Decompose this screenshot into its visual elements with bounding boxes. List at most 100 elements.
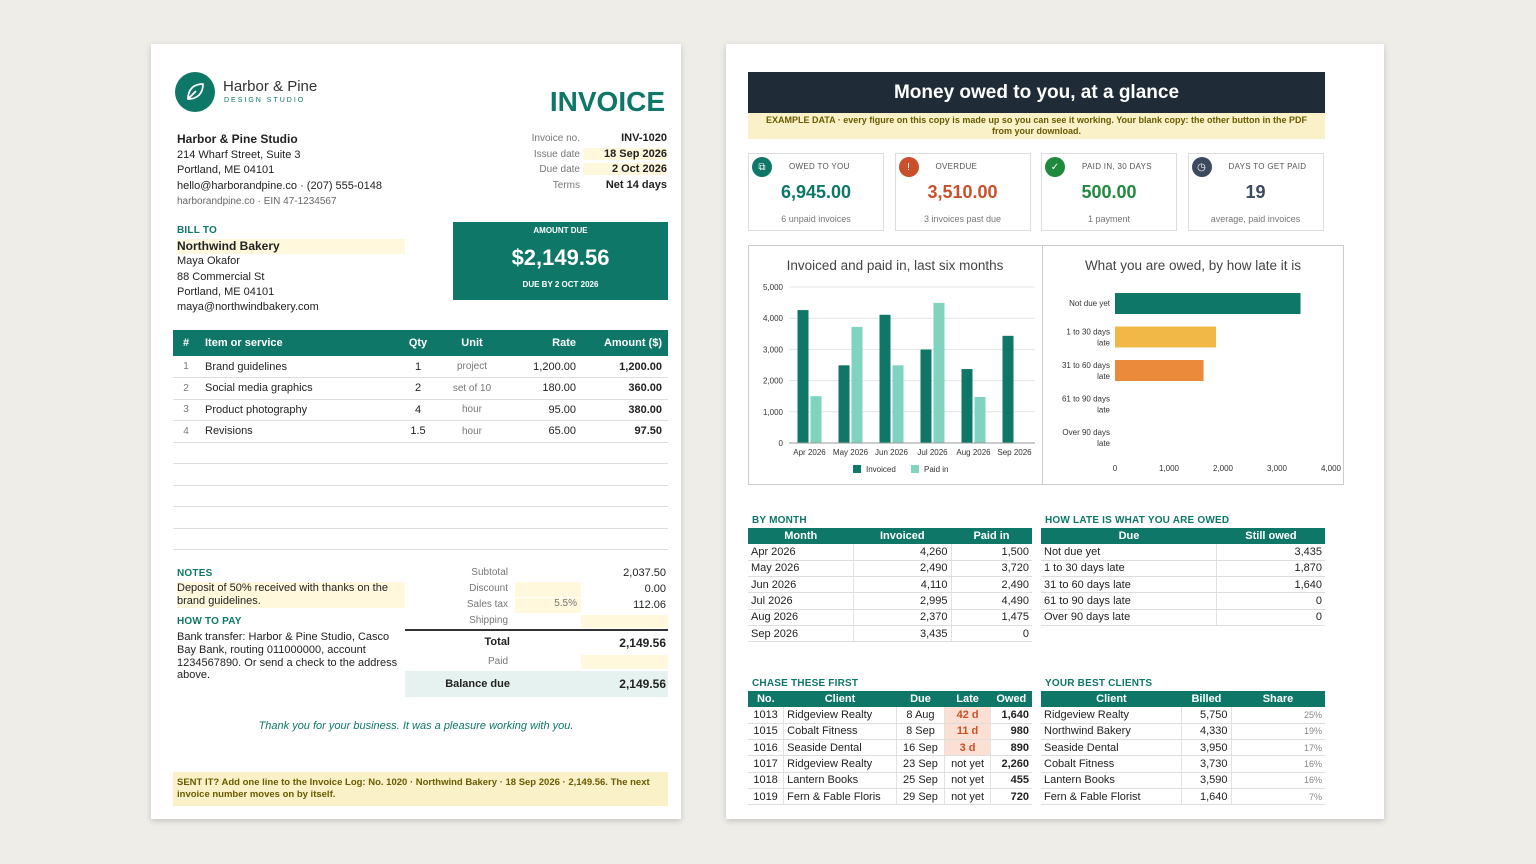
how-late-cell: 0 xyxy=(1216,609,1325,626)
tax-value: 112.06 xyxy=(633,599,666,611)
kpi-subtext: average, paid invoices xyxy=(1210,214,1301,224)
best-clients-cell: 19% xyxy=(1230,723,1325,741)
chart2-category-label: 31 to 60 days late xyxy=(1062,361,1111,381)
chart1-bar-invoiced xyxy=(961,369,973,443)
client-email: maya@northwindbakery.com xyxy=(177,301,319,314)
line-item-row[interactable]: 2 Social media graphics 2 set of 10 180.00 36… xyxy=(173,377,668,400)
meta-value[interactable]: Net 14 days xyxy=(605,178,667,191)
chase-cell: 1019 xyxy=(748,788,784,806)
paid-input[interactable] xyxy=(581,655,668,669)
best-clients-cell: 4,330 xyxy=(1181,723,1231,741)
chase-cell: 1013 xyxy=(748,707,784,724)
brand-name: Harbor & Pine xyxy=(223,78,318,95)
meta-row: Invoice no. INV-1020 xyxy=(471,132,667,148)
chart1-bar-paid-in xyxy=(933,302,945,443)
chase-cell: Cobalt Fitness xyxy=(783,723,897,741)
line-item-item: Social media graphics xyxy=(199,377,394,400)
by-month-cell: Apr 2026 xyxy=(748,544,854,561)
chart1-ytick: 5,000 xyxy=(763,283,784,292)
chart2-category-label: 1 to 30 days late xyxy=(1066,328,1110,348)
discount-row: Discount 0.00 xyxy=(405,582,668,599)
best-clients-cell: 16% xyxy=(1230,772,1325,789)
chase-row: 1019 Fern & Fable Floris 29 Sep not yet 720 xyxy=(748,788,1032,806)
kpi-title: OWED TO YOU xyxy=(789,162,850,171)
kpi-value: 3,510.00 xyxy=(927,182,998,202)
notes-label: NOTES xyxy=(177,568,213,579)
paid-label: Paid xyxy=(487,656,508,667)
chase-cell: 29 Sep xyxy=(895,788,945,806)
chase-row: 1013 Ridgeview Realty 8 Aug 42 d 1,640 xyxy=(748,707,1032,724)
how-late-cell: 1,870 xyxy=(1216,560,1325,578)
chase-cell: 720 xyxy=(990,788,1032,806)
line-item-n: 3 xyxy=(173,399,199,421)
kpi-value: 500.00 xyxy=(1081,182,1137,202)
empty-item-row[interactable] xyxy=(173,528,668,550)
chase-label: CHASE THESE FIRST xyxy=(752,678,859,689)
kpi-card: ⧉ OWED TO YOU 6,945.00 6 unpaid invoices xyxy=(748,153,884,231)
chase-header-cell: Owed xyxy=(990,691,1032,707)
balance-row: Balance due 2,149.56 xyxy=(405,671,668,697)
best-clients-cell: Northwind Bakery xyxy=(1041,723,1182,741)
tax-rate[interactable]: 5.5% xyxy=(515,598,581,613)
client-address1: 88 Commercial St xyxy=(177,270,265,283)
kpi-subtext: 3 invoices past due xyxy=(923,214,1002,224)
chart2-title: What you are owed, by how late it is xyxy=(1085,258,1301,273)
line-item-row[interactable]: 3 Product photography 4 hour 95.00 380.00 xyxy=(173,399,668,421)
meta-value[interactable]: 2 Oct 2026 xyxy=(583,163,667,175)
chart1-legend-swatch xyxy=(853,465,861,473)
by-month-cell: 1,500 xyxy=(950,544,1032,561)
empty-item-row[interactable] xyxy=(173,463,668,486)
best-clients-header-cell: Billed xyxy=(1181,691,1231,707)
by-month-cell: 2,370 xyxy=(853,609,951,626)
empty-item-row[interactable] xyxy=(173,485,668,507)
chase-cell: 2,260 xyxy=(990,755,1032,773)
kpi-value: 19 xyxy=(1245,182,1266,202)
balance-label: Balance due xyxy=(445,678,510,690)
how-late-table: Due Still owed Not due yet 3,435 1 to 30 day… xyxy=(1041,528,1325,626)
best-clients-row: Cobalt Fitness 3,730 16% xyxy=(1041,755,1325,773)
chart1-legend-label: Invoiced xyxy=(866,465,896,474)
items-header-cell: Item or service xyxy=(199,330,394,356)
line-item-n: 4 xyxy=(173,420,199,443)
meta-value[interactable]: 18 Sep 2026 xyxy=(583,147,667,160)
chase-row: 1015 Cobalt Fitness 8 Sep 11 d 980 xyxy=(748,723,1032,741)
line-item-rate: 65.00 xyxy=(502,420,582,443)
by-month-row: Jul 2026 2,995 4,490 xyxy=(748,592,1032,610)
total-divider xyxy=(405,629,668,631)
chart1-xtick: May 2026 xyxy=(833,448,869,457)
line-item-row[interactable]: 4 Revisions 1.5 hour 65.00 97.50 xyxy=(173,420,668,443)
total-value: 2,149.56 xyxy=(619,636,666,650)
chase-cell: Fern & Fable Floris xyxy=(783,788,897,806)
sender-name: Harbor & Pine Studio xyxy=(177,132,298,146)
total-label: Total xyxy=(484,636,510,648)
chase-cell: Lantern Books xyxy=(783,772,897,789)
kpi-card: ◷ DAYS TO GET PAID 19 average, paid invoice… xyxy=(1187,153,1324,231)
shipping-label: Shipping xyxy=(469,615,508,626)
empty-item-row[interactable] xyxy=(173,442,668,464)
empty-item-row[interactable] xyxy=(173,506,668,529)
meta-value[interactable]: INV-1020 xyxy=(621,132,667,144)
chart2-category-label: Not due yet xyxy=(1069,299,1111,308)
line-item-qty: 1 xyxy=(394,356,442,378)
notes-text[interactable]: Deposit of 50% received with thanks on t… xyxy=(177,582,405,608)
meta-label: Terms xyxy=(552,179,580,191)
line-item-n: 1 xyxy=(173,356,199,378)
client-name[interactable]: Northwind Bakery xyxy=(177,239,405,255)
chart1-ytick: 2,000 xyxy=(763,377,784,386)
chart2-xtick: 3,000 xyxy=(1267,464,1288,473)
best-clients-row: Fern & Fable Florist 1,640 7% xyxy=(1041,788,1325,806)
amount-due-date: DUE BY 2 OCT 2026 xyxy=(522,280,599,289)
chase-cell: 42 d xyxy=(944,707,991,724)
aging-bar-chart: What you are owed, by how late it is Not … xyxy=(1062,258,1342,473)
how-late-header-cell: Still owed xyxy=(1216,528,1325,544)
sender-web: harborandpine.co · EIN 47-1234567 xyxy=(177,196,337,207)
chart2-bar xyxy=(1115,326,1216,348)
best-clients-cell: Lantern Books xyxy=(1041,772,1182,789)
items-header-cell: Qty xyxy=(394,330,442,356)
line-item-row[interactable]: 1 Brand guidelines 1 project 1,200.00 1,200.0… xyxy=(173,356,668,378)
subtotal-value: 2,037.50 xyxy=(623,567,666,579)
clock-icon: ◷ xyxy=(1191,157,1212,177)
sender-block: Harbor & Pine Studio 214 Wharf Street, S… xyxy=(177,132,382,210)
chart1-bar-invoiced xyxy=(1002,335,1014,443)
chase-header-cell: No. xyxy=(748,691,784,707)
